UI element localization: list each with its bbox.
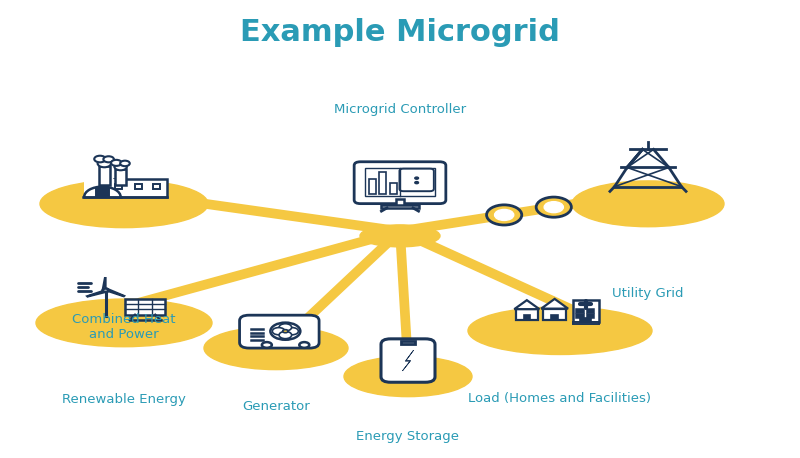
Ellipse shape <box>40 180 208 228</box>
Circle shape <box>486 205 522 225</box>
Text: Example Microgrid: Example Microgrid <box>240 17 560 47</box>
Circle shape <box>103 156 114 162</box>
FancyBboxPatch shape <box>99 166 110 185</box>
FancyBboxPatch shape <box>390 183 397 195</box>
Ellipse shape <box>468 307 652 354</box>
FancyBboxPatch shape <box>543 309 566 321</box>
FancyBboxPatch shape <box>354 162 446 204</box>
Polygon shape <box>87 290 107 296</box>
Circle shape <box>102 289 108 292</box>
Polygon shape <box>541 299 568 309</box>
Text: Renewable Energy: Renewable Energy <box>62 393 186 406</box>
FancyBboxPatch shape <box>115 169 126 185</box>
Circle shape <box>282 330 288 333</box>
FancyBboxPatch shape <box>154 184 160 189</box>
Circle shape <box>111 160 122 166</box>
FancyBboxPatch shape <box>580 318 590 322</box>
FancyBboxPatch shape <box>524 315 530 320</box>
FancyBboxPatch shape <box>381 339 435 382</box>
FancyBboxPatch shape <box>396 199 404 206</box>
Text: Generator: Generator <box>242 400 310 413</box>
Circle shape <box>494 209 514 220</box>
Circle shape <box>270 322 300 340</box>
FancyBboxPatch shape <box>115 184 122 189</box>
FancyBboxPatch shape <box>573 300 598 322</box>
Circle shape <box>272 327 285 335</box>
FancyBboxPatch shape <box>379 172 386 195</box>
Circle shape <box>279 324 292 331</box>
FancyBboxPatch shape <box>577 314 584 318</box>
Circle shape <box>544 202 563 213</box>
Text: Combined Heat
and Power: Combined Heat and Power <box>72 313 176 342</box>
Circle shape <box>299 342 310 348</box>
FancyBboxPatch shape <box>401 341 415 344</box>
Polygon shape <box>402 350 414 371</box>
Circle shape <box>415 177 418 179</box>
Circle shape <box>120 161 130 166</box>
Ellipse shape <box>36 299 212 347</box>
Circle shape <box>536 197 571 217</box>
FancyBboxPatch shape <box>577 309 584 312</box>
FancyBboxPatch shape <box>366 168 434 196</box>
FancyBboxPatch shape <box>239 315 319 348</box>
FancyBboxPatch shape <box>96 188 109 197</box>
Ellipse shape <box>204 327 348 370</box>
FancyBboxPatch shape <box>399 169 434 191</box>
Circle shape <box>98 159 111 167</box>
Ellipse shape <box>360 225 440 247</box>
FancyBboxPatch shape <box>516 309 538 320</box>
Circle shape <box>114 163 127 170</box>
FancyBboxPatch shape <box>114 179 167 197</box>
Polygon shape <box>514 300 539 309</box>
Circle shape <box>262 342 272 348</box>
Circle shape <box>415 181 418 184</box>
Polygon shape <box>106 289 124 296</box>
FancyBboxPatch shape <box>84 179 121 197</box>
FancyBboxPatch shape <box>573 322 598 324</box>
Text: Utility Grid: Utility Grid <box>612 287 684 300</box>
FancyBboxPatch shape <box>125 299 166 315</box>
FancyBboxPatch shape <box>382 205 418 208</box>
Text: Microgrid Controller: Microgrid Controller <box>334 104 466 116</box>
Polygon shape <box>102 278 106 290</box>
Text: Load (Homes and Facilities): Load (Homes and Facilities) <box>469 392 651 405</box>
FancyBboxPatch shape <box>134 184 142 189</box>
FancyBboxPatch shape <box>587 309 594 312</box>
Circle shape <box>279 332 292 338</box>
Ellipse shape <box>572 181 724 227</box>
Ellipse shape <box>344 356 472 397</box>
Circle shape <box>286 327 298 335</box>
Circle shape <box>94 156 106 162</box>
FancyBboxPatch shape <box>587 314 594 318</box>
Text: Energy Storage: Energy Storage <box>357 430 459 442</box>
FancyBboxPatch shape <box>551 315 558 321</box>
FancyBboxPatch shape <box>369 179 376 195</box>
